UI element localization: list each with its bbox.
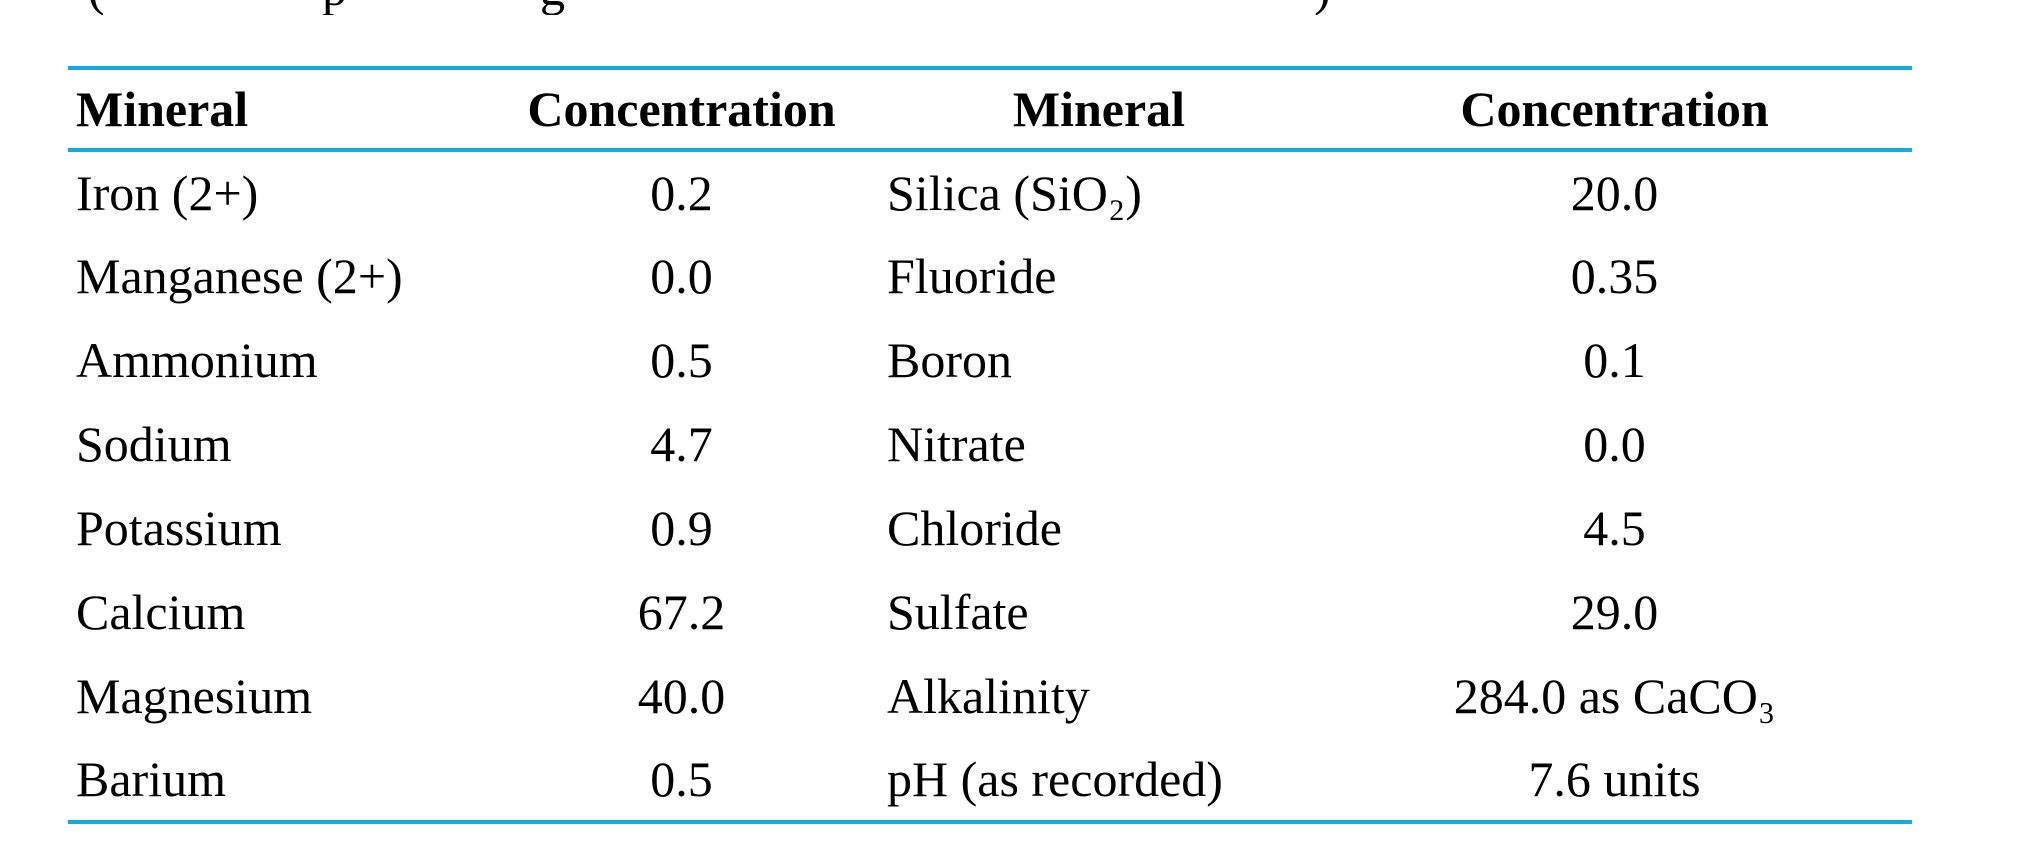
column-header-mineral-left: Mineral <box>68 68 482 152</box>
concentration-cell: 0.0 <box>1583 416 1646 472</box>
cropped-caption-fragment: p <box>322 0 347 13</box>
concentration-cell: 7.6 units <box>1528 751 1701 807</box>
table-row: Ammonium 0.5 Boron 0.1 <box>68 318 1912 402</box>
mineral-cell: Boron <box>887 332 1012 388</box>
mineral-cell: Fluoride <box>887 248 1057 304</box>
mineral-cell: Calcium <box>76 584 246 640</box>
table-row: Calcium 67.2 Sulfate 29.0 <box>68 570 1912 654</box>
concentration-cell: 0.5 <box>650 332 713 388</box>
mineral-cell: Chloride <box>887 500 1062 556</box>
table-header: Mineral Concentration Mineral Concentrat… <box>68 68 1912 152</box>
mineral-cell: Manganese (2+) <box>76 248 403 304</box>
mineral-cell: Ammonium <box>76 332 318 388</box>
mineral-cell: Sodium <box>76 416 232 472</box>
concentration-cell: 29.0 <box>1570 584 1659 640</box>
column-header-concentration-left: Concentration <box>482 68 881 152</box>
table-body: Iron (2+) 0.2 Silica (SiO₂) 20.0 Mangane… <box>68 150 1912 822</box>
concentration-cell: 0.0 <box>650 248 713 304</box>
cropped-caption-fragment: g <box>540 0 565 13</box>
table-row: Barium 0.5 pH (as recorded) 7.6 units <box>68 738 1912 822</box>
mineral-cell: Iron (2+) <box>76 165 259 221</box>
concentration-cell: 67.2 <box>637 584 726 640</box>
concentration-cell: 4.5 <box>1583 500 1646 556</box>
mineral-cell: Barium <box>76 751 226 807</box>
concentration-cell: 0.9 <box>650 500 713 556</box>
table-row: Manganese (2+) 0.0 Fluoride 0.35 <box>68 234 1912 318</box>
concentration-cell: 40.0 <box>637 668 726 724</box>
mineral-cell: Alkalinity <box>887 668 1090 724</box>
concentration-cell: 20.0 <box>1570 165 1659 221</box>
mineral-cell: Potassium <box>76 500 282 556</box>
concentration-cell: 0.35 <box>1570 248 1659 304</box>
concentration-cell: 0.1 <box>1583 332 1646 388</box>
mineral-concentration-table: Mineral Concentration Mineral Concentrat… <box>68 66 1912 824</box>
cropped-caption-line: ( p g ) <box>0 0 2029 15</box>
table-row: Potassium 0.9 Chloride 4.5 <box>68 486 1912 570</box>
cropped-caption-fragment: ( <box>88 0 105 13</box>
table-row: Magnesium 40.0 Alkalinity 284.0 as CaCO₃ <box>68 654 1912 738</box>
mineral-cell: pH (as recorded) <box>887 751 1223 807</box>
concentration-cell: 4.7 <box>650 416 713 472</box>
mineral-cell: Nitrate <box>887 416 1026 472</box>
concentration-cell: 284.0 as CaCO₃ <box>1453 668 1776 724</box>
mineral-cell: Silica (SiO₂) <box>887 165 1142 221</box>
table-row: Iron (2+) 0.2 Silica (SiO₂) 20.0 <box>68 150 1912 234</box>
column-header-mineral-right: Mineral <box>881 68 1317 152</box>
mineral-cell: Magnesium <box>76 668 313 724</box>
cropped-caption-fragment: ) <box>1314 0 1331 13</box>
concentration-cell: 0.2 <box>650 165 713 221</box>
table-row: Sodium 4.7 Nitrate 0.0 <box>68 402 1912 486</box>
column-header-concentration-right: Concentration <box>1317 68 1912 152</box>
concentration-cell: 0.5 <box>650 751 713 807</box>
header-row: Mineral Concentration Mineral Concentrat… <box>68 68 1912 152</box>
mineral-cell: Sulfate <box>887 584 1029 640</box>
